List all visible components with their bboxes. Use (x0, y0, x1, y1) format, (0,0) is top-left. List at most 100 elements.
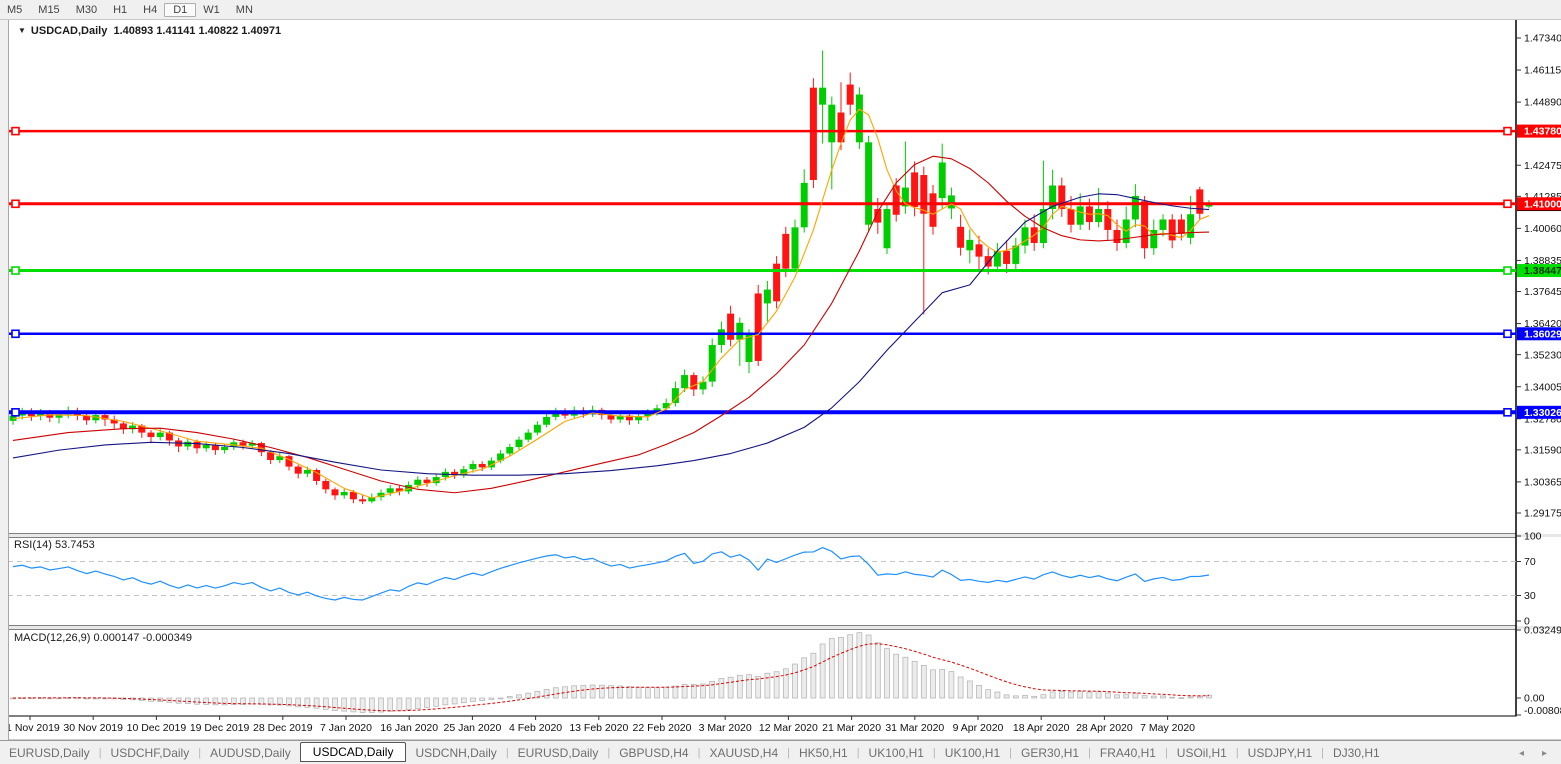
chart-tab-usdjpy-h1[interactable]: USDJPY,H1 (1247, 746, 1313, 760)
chart-dropdown-icon[interactable]: ▼ (18, 26, 26, 35)
candle-body (662, 403, 670, 409)
chart-tab-gbpusd-h4[interactable]: GBPUSD,H4 (619, 746, 689, 760)
chart-tab-xauusd-h4[interactable]: XAUUSD,H4 (709, 746, 779, 760)
period-button-h1[interactable]: H1 (113, 3, 128, 16)
period-button-mn[interactable]: MN (235, 3, 253, 16)
candle-body (938, 162, 946, 199)
candle-body (1058, 185, 1066, 210)
chart-tab-audusd-daily[interactable]: AUDUSD,Daily (210, 746, 291, 760)
candle-body (1131, 195, 1139, 220)
chart-tab-dj30-h1[interactable]: DJ30,H1 (1333, 746, 1380, 760)
macd-histogram-bar (1077, 691, 1084, 699)
line-drag-handle[interactable] (1503, 408, 1512, 417)
macd-histogram-bar (249, 697, 256, 705)
line-drag-handle[interactable] (11, 408, 20, 417)
panel-splitter[interactable] (0, 626, 1561, 629)
candle-body (92, 415, 100, 421)
candle-body (359, 499, 367, 502)
period-button-w1[interactable]: W1 (203, 3, 220, 16)
macd-histogram-bar (764, 672, 771, 699)
macd-histogram-bar (920, 665, 927, 699)
period-button-d1[interactable]: D1 (164, 2, 197, 17)
tab-scroll-left-icon[interactable]: ◂ (1518, 747, 1524, 759)
candle-body (423, 479, 431, 484)
candle-body (1159, 219, 1167, 230)
chart-tab-fra40-h1[interactable]: FRA40,H1 (1099, 746, 1156, 760)
tab-scroll-right-icon[interactable]: ▸ (1541, 747, 1547, 759)
rsi-indicator-label: RSI(14) 53.7453 (14, 539, 95, 551)
price-tick-label: 1.42475 (1524, 160, 1561, 172)
rsi-axis-label: 100 (1524, 531, 1542, 543)
level-price-label (1517, 405, 1561, 419)
chart-tab-usoil-h1[interactable]: USOil,H1 (1176, 746, 1227, 760)
chart-tab-eurusd-daily[interactable]: EURUSD,Daily (517, 746, 599, 760)
macd-histogram-bar (295, 697, 302, 708)
candle-body (533, 424, 541, 433)
macd-histogram-bar (976, 685, 982, 699)
chart-tab-usdcnh-daily[interactable]: USDCNH,Daily (415, 746, 497, 760)
panel-splitter[interactable] (0, 534, 1561, 537)
tab-separator: | (856, 747, 860, 759)
chart-tab-usdchf-daily[interactable]: USDCHF,Daily (110, 746, 190, 760)
date-tick-label: 28 Dec 2019 (253, 722, 313, 734)
line-drag-handle[interactable] (1503, 199, 1512, 209)
candle-body (1113, 229, 1121, 244)
price-tick-label: 1.38835 (1524, 255, 1561, 267)
macd-histogram-bar (221, 697, 228, 706)
tab-separator: | (1009, 747, 1013, 759)
level-price-label (1517, 197, 1561, 211)
ma-line-medium (12, 155, 1210, 494)
candle-body (1205, 204, 1213, 207)
rsi-panel (7, 536, 1517, 627)
line-drag-handle[interactable] (11, 199, 20, 209)
tab-separator: | (697, 747, 701, 759)
line-drag-handle[interactable] (11, 329, 20, 339)
macd-histogram-bar (911, 660, 918, 699)
macd-histogram-bar (488, 697, 495, 700)
candle-body (1104, 209, 1112, 230)
macd-histogram-bar (1031, 695, 1038, 699)
period-button-h4[interactable]: H4 (143, 3, 158, 16)
chart-tab-eurusd-daily[interactable]: EURUSD,Daily (9, 746, 90, 760)
macd-histogram-bar (948, 671, 955, 699)
price-tick-label: 1.29175 (1524, 508, 1561, 520)
macd-histogram-bar (1150, 695, 1157, 699)
macd-histogram-bar (230, 697, 237, 705)
candle-body (1067, 209, 1075, 225)
candle-body (773, 263, 781, 302)
line-drag-handle[interactable] (1503, 126, 1512, 136)
chart-tabs-bar: EURUSD,Daily | USDCHF,Daily | AUDUSD,Daily US… (0, 740, 1561, 764)
chart-tab-uk100-h1[interactable]: UK100,H1 (944, 746, 1001, 760)
line-drag-handle[interactable] (11, 126, 20, 136)
tab-separator: | (98, 747, 102, 759)
chart-title: ▼ USDCAD,Daily 1.40893 1.41141 1.40822 1.… (18, 25, 281, 37)
chart-tab-usdcad-daily[interactable]: USDCAD,Daily (299, 742, 407, 762)
line-drag-handle[interactable] (1503, 266, 1512, 275)
candle-body (846, 84, 854, 105)
macd-histogram-bar (552, 687, 559, 699)
chart-tab-hk50-h1[interactable]: HK50,H1 (798, 746, 848, 760)
rsi-name: RSI(14) (14, 539, 52, 551)
macd-axis-label: -0.00808 (1524, 705, 1561, 717)
period-button-m30[interactable]: M30 (75, 3, 98, 16)
macd-histogram-bar (368, 697, 375, 713)
macd-histogram-bar (534, 690, 541, 699)
line-drag-handle[interactable] (1503, 329, 1512, 339)
candle-body (855, 94, 863, 143)
date-tick-label: 21 Nov 2019 (0, 722, 60, 734)
macd-histogram-bar (838, 637, 844, 699)
candle-body (1003, 250, 1011, 264)
chart-tab-ger30-h1[interactable]: GER30,H1 (1021, 746, 1080, 760)
line-drag-handle[interactable] (11, 266, 20, 275)
candle-body (1021, 227, 1029, 246)
main-panel (7, 18, 1517, 535)
chart-canvas: 1.473401.461151.448901.436651.424751.412… (0, 18, 1561, 741)
period-button-m15[interactable]: M15 (38, 3, 60, 16)
candle-body (414, 479, 422, 485)
chart-tab-uk100-h1[interactable]: UK100,H1 (868, 746, 924, 760)
period-button-m5[interactable]: M5 (7, 3, 23, 16)
candle-body (313, 469, 321, 481)
macd-histogram-bar (1022, 695, 1028, 699)
candle-body (340, 491, 348, 496)
macd-histogram-bar (1187, 696, 1194, 699)
